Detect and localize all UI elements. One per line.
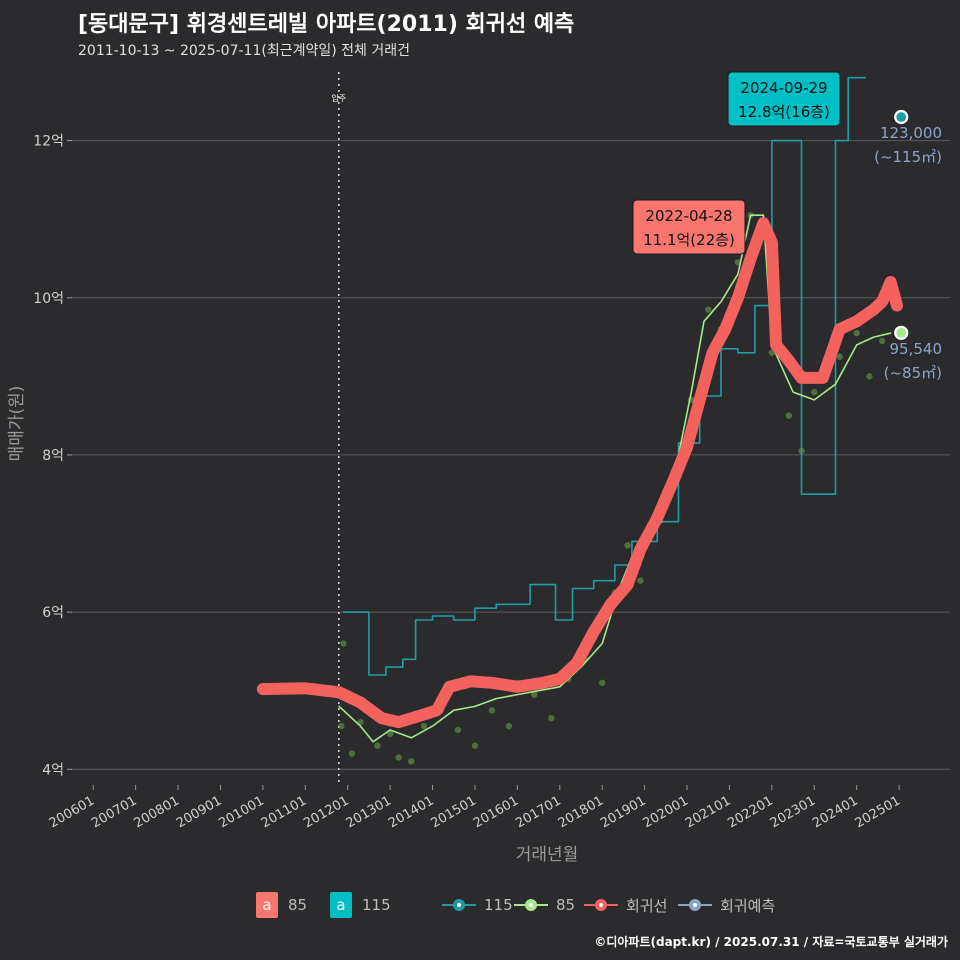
legend-line-115-label: 115 [484,896,513,914]
y-tick-label-2: 8억 [42,448,64,464]
series-line-reg [256,217,903,729]
legend-pred-label: 회귀예측 [720,896,776,915]
x-tick-label-19: 202501 [853,793,903,831]
y-axis-title: 매매가(원) [7,386,27,462]
x-tick-label-8: 201401 [386,793,436,831]
scatter-point-11 [471,742,479,749]
legend-label-115: 115 [362,896,391,914]
x-axis-title: 거래년월 [516,845,579,865]
scatter-point-12 [488,707,496,714]
prediction-value-85: 95,540 [890,340,943,358]
scatter-point-34 [811,388,818,396]
prediction-marker-115 [894,109,909,125]
x-tick-label-12: 201801 [556,793,606,831]
x-tick-label-18: 202401 [810,793,860,831]
callout-text-115: 12.8억(16층) [738,103,830,121]
legend-area-115: a 115 [330,892,391,918]
prediction-area-115: (~115㎡) [874,148,942,166]
scatter-point-27 [705,306,712,313]
y-tick-label-0: 4억 [42,762,64,778]
scatter-point-39 [878,337,886,345]
scatter-point-15 [531,691,538,698]
x-tick-label-3: 200901 [174,793,224,831]
x-tick-label-11: 201701 [513,793,563,831]
y-tick-label-3: 10억 [33,291,64,307]
x-tick-label-14: 202001 [641,793,691,831]
x-tick-label-0: 200601 [47,793,97,831]
scatter-point-37 [853,329,860,337]
scatter-point-5 [386,730,394,738]
scatter-point-32 [785,412,793,419]
callout-date-85: 2022-04-28 [645,207,732,225]
scatter-point-6 [395,754,402,761]
x-tick-label-15: 202101 [683,793,733,831]
y-tick-label-4: 12억 [33,134,64,150]
prediction-marker-85 [894,325,909,340]
x-tick-label-10: 201601 [471,793,521,831]
legend-pred: 회귀예측 [678,892,775,918]
legend-swatch-85: a [256,892,278,918]
scatter-point-1 [340,640,347,647]
callout-box-85 [632,199,746,255]
scatter-point-4 [374,742,381,749]
legend-line-85-icon [514,892,548,918]
scatter-point-36 [836,353,843,360]
legend-pred-icon [678,892,712,918]
legend-reg: 회귀선 [584,892,667,918]
chart-title: [동대문구] 휘경센트레빌 아파트(2011) 회귀선 예측 [78,12,575,37]
scatter-point-38 [866,373,873,380]
scatter-point-31 [768,349,776,356]
scatter-point-19 [598,679,606,687]
legend-line-115-icon [442,892,476,918]
x-tick-label-7: 201301 [344,793,394,831]
x-tick-label-4: 201001 [216,793,266,831]
legend-reg-label: 회귀선 [626,896,668,915]
legend: a 85 a 115 115 85 회귀선 회귀예측 [0,892,960,922]
x-tick-label-2: 200801 [132,793,182,831]
x-tick-label-6: 201201 [301,793,351,831]
scatter-point-13 [505,722,513,730]
y-tick-label-1: 6억 [42,605,64,621]
legend-reg-icon [584,892,618,918]
legend-line-85-label: 85 [556,896,576,914]
series-line-115 [342,76,866,676]
scatter-point-16 [548,715,555,722]
scatter-point-0 [338,722,345,730]
footer-credit: ©디아파트(dapt.kr) / 2025.07.31 / 자료=국토교통부 실… [594,935,948,949]
x-tick-label-17: 202301 [768,793,818,831]
scatter-point-10 [454,726,462,734]
x-tick-label-16: 202201 [725,793,775,831]
x-tick-label-5: 201101 [259,793,309,831]
scatter-point-7 [408,758,415,765]
move-in-label: 입주 [331,94,346,103]
chart-subtitle: 2011-10-13 ~ 2025-07-11(최근계약일) 전체 거래건 [78,43,410,59]
scatter-point-8 [420,722,428,730]
callout-text-85: 11.1억(22층) [643,231,735,249]
callout-box-115 [727,71,841,127]
legend-line-85: 85 [514,892,575,918]
x-tick-label-1: 200701 [89,793,139,831]
legend-area-85: a 85 [256,892,307,918]
scatter-point-21 [624,542,631,549]
x-tick-label-13: 201901 [598,793,648,831]
scatter-point-22 [637,577,644,584]
x-tick-label-9: 201501 [428,793,478,831]
callout-date-115: 2024-09-29 [740,79,827,97]
prediction-area-85: (~85㎡) [884,364,942,382]
series-line-85 [338,214,892,743]
legend-line-115: 115 [442,892,513,918]
legend-label-85: 85 [288,896,308,914]
scatter-point-2 [348,750,356,757]
prediction-value-115: 123,000 [880,124,942,142]
legend-swatch-115: a [330,892,352,918]
